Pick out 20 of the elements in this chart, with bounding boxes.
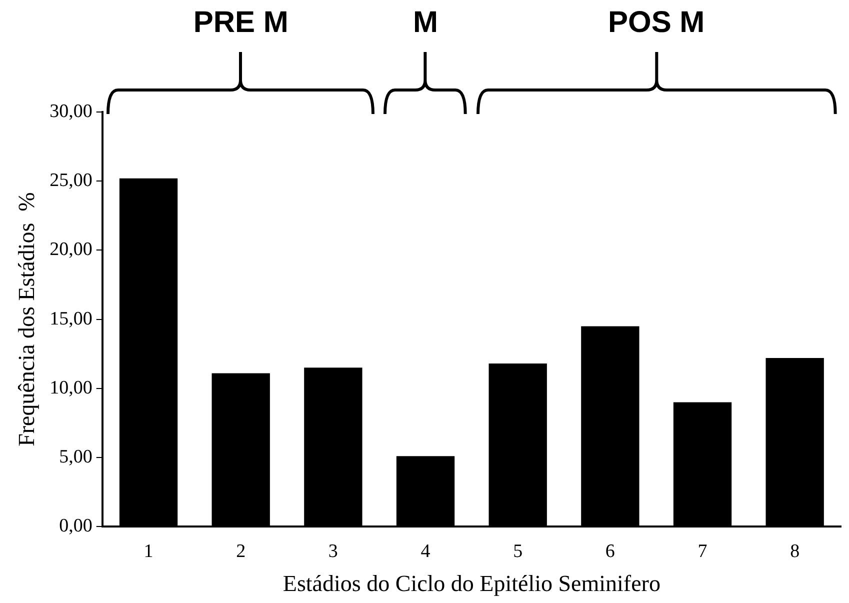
y-tick-label: 20,00 bbox=[50, 239, 92, 260]
x-tick-label: 7 bbox=[698, 540, 708, 562]
y-tick-label: 10,00 bbox=[50, 377, 92, 398]
y-tick-label: 25,00 bbox=[50, 170, 92, 192]
x-tick-label: 4 bbox=[420, 540, 431, 562]
x-axis-title: Estádios do Ciclo do Epitélio Seminifero bbox=[282, 571, 660, 596]
x-tick-label: 5 bbox=[513, 540, 523, 562]
y-tick-label: 30,00 bbox=[50, 100, 92, 122]
y-tick-label: 0,00 bbox=[59, 516, 92, 537]
text: PRE M bbox=[193, 6, 288, 40]
y-tick-label: 5,00 bbox=[59, 446, 92, 468]
x-tick-label: 1 bbox=[144, 540, 154, 562]
x-tick-label: 3 bbox=[328, 540, 338, 562]
x-tick-label: 8 bbox=[790, 540, 800, 562]
text: M bbox=[413, 6, 438, 40]
y-tick-label: 15,00 bbox=[50, 308, 92, 330]
y-axis-title: Frequência dos Estádios % bbox=[14, 192, 39, 446]
x-tick-label: 2 bbox=[236, 540, 246, 562]
text: POS M bbox=[608, 6, 705, 40]
x-tick-label: 6 bbox=[605, 540, 615, 562]
